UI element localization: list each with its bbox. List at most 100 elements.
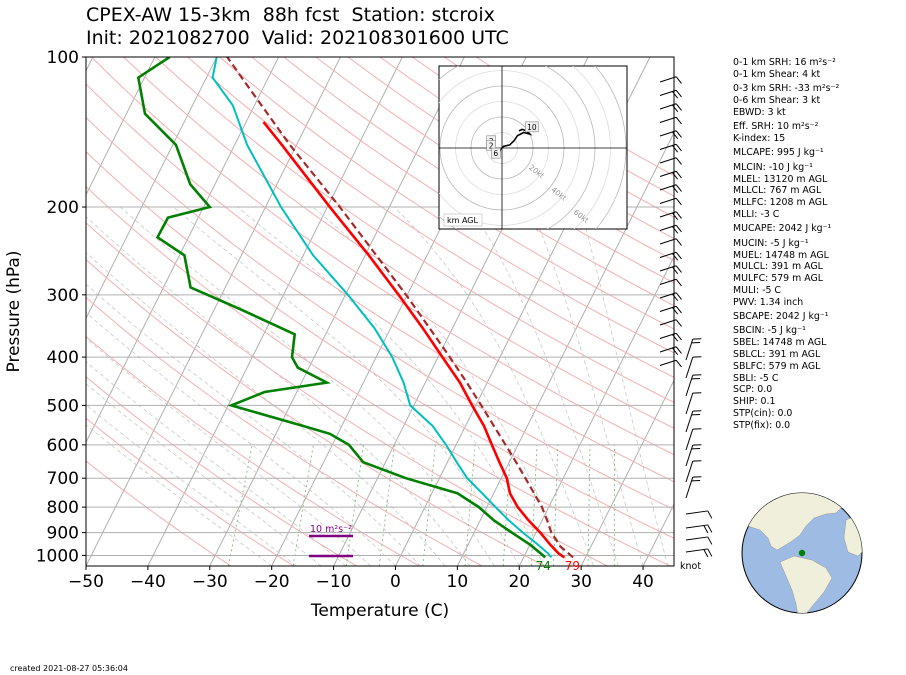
stat-line: MUCIN: -5 J kg⁻¹ bbox=[733, 237, 809, 249]
wind-barb bbox=[659, 211, 682, 220]
moist-adiabat bbox=[86, 311, 396, 566]
x-tick-label: −20 bbox=[254, 572, 290, 592]
x-tick-label: −40 bbox=[130, 572, 166, 592]
stat-line: 0-1 km Shear: 4 kt bbox=[733, 68, 821, 80]
mixing-ratio-line bbox=[587, 444, 591, 566]
moist-adiabat bbox=[86, 252, 446, 566]
stat-line: STP(cin): 0.0 bbox=[733, 408, 793, 420]
dry-adiabat bbox=[315, 57, 674, 284]
wind-barb bbox=[659, 359, 682, 368]
hodograph-caption-box bbox=[443, 213, 483, 227]
wind-barb bbox=[685, 536, 713, 545]
wind-barb bbox=[659, 238, 682, 246]
hodograph-caption: km AGL bbox=[447, 216, 479, 225]
stat-line: SHIP: 0.1 bbox=[733, 396, 776, 408]
y-tick-label: 900 bbox=[47, 524, 79, 544]
x-tick-label: −30 bbox=[192, 572, 228, 592]
x-tick-label: 30 bbox=[570, 572, 592, 592]
stat-line: 0-6 km Shear: 3 kt bbox=[733, 94, 821, 106]
mixing-ratio-line bbox=[345, 444, 364, 566]
x-tick-label: 0 bbox=[390, 572, 401, 592]
wind-barb bbox=[659, 224, 682, 234]
stat-line: EBWD: 3 kt bbox=[733, 106, 786, 118]
x-tick-label: 10 bbox=[447, 572, 469, 592]
x-axis-label: Temperature (C) bbox=[310, 601, 449, 621]
dry-adiabat bbox=[91, 57, 674, 456]
wind-barb bbox=[685, 548, 713, 558]
wind-barb bbox=[659, 143, 682, 153]
wind-barb bbox=[659, 292, 682, 301]
wind-barb bbox=[659, 76, 682, 84]
moist-adiabat bbox=[86, 361, 347, 566]
stat-line: MLLCL: 767 m AGL bbox=[733, 185, 822, 197]
wind-barb bbox=[685, 460, 702, 483]
globe-station-marker bbox=[798, 549, 806, 557]
thermo-background bbox=[86, 57, 674, 566]
dewpoint-profile bbox=[136, 57, 547, 559]
stat-line: MUEL: 14748 m AGL bbox=[733, 249, 829, 261]
moist-adiabat bbox=[86, 383, 322, 566]
temperature-profile bbox=[262, 121, 566, 559]
moist-adiabat bbox=[394, 206, 594, 566]
wind-barb bbox=[659, 346, 682, 355]
hodograph-height-label: 2 bbox=[489, 141, 494, 150]
moist-adiabat bbox=[312, 206, 570, 566]
wind-barb bbox=[685, 392, 702, 415]
wind-barb bbox=[685, 338, 702, 361]
dry-adiabat bbox=[251, 57, 674, 330]
mixing-ratio-line bbox=[502, 444, 512, 566]
stat-line: SBLCL: 391 m AGL bbox=[733, 349, 821, 361]
wind-barb bbox=[685, 428, 702, 451]
stat-line: MULCL: 391 m AGL bbox=[733, 261, 823, 273]
stat-line: SCP: 0.0 bbox=[733, 384, 773, 396]
wind-barb bbox=[685, 510, 713, 519]
surface-temperature-label: 79 bbox=[565, 559, 580, 573]
y-tick-label: 700 bbox=[47, 469, 79, 489]
stat-line: SBCIN: -5 J kg⁻¹ bbox=[733, 325, 806, 337]
dry-adiabat bbox=[86, 417, 294, 566]
mixing-ratio-line bbox=[464, 444, 476, 566]
x-tick-label: 20 bbox=[508, 572, 530, 592]
wind-barb bbox=[659, 157, 682, 165]
wind-barb bbox=[659, 103, 682, 112]
wind-barb bbox=[659, 319, 682, 327]
moist-adiabat bbox=[86, 216, 471, 566]
isotherm-line bbox=[147, 57, 403, 566]
dry-adiabat bbox=[187, 57, 674, 378]
dry-adiabat bbox=[86, 258, 545, 566]
stat-line: SBEL: 14748 m AGL bbox=[733, 337, 827, 349]
hodograph-height-box bbox=[525, 121, 539, 133]
parcel-profile bbox=[226, 57, 574, 559]
stat-line: 0-1 km SRH: 16 m²s⁻² bbox=[733, 57, 836, 68]
surface-dewpoint-label: 74 bbox=[536, 559, 551, 573]
wind-barb bbox=[659, 251, 682, 261]
wind-barb bbox=[659, 130, 682, 139]
isotherm-line bbox=[86, 57, 341, 566]
plot-frame bbox=[85, 56, 675, 567]
mixing-ratio-line bbox=[292, 444, 314, 566]
globe-africa bbox=[843, 514, 862, 557]
wind-barb bbox=[685, 524, 713, 534]
y-tick-label: 400 bbox=[47, 348, 79, 368]
x-tick-label: −50 bbox=[68, 572, 104, 592]
y-axis-label: Pressure (hPa) bbox=[4, 251, 24, 373]
dry-adiabat bbox=[86, 151, 674, 539]
stat-line: MLCAPE: 995 J kg⁻¹ bbox=[733, 147, 824, 159]
stat-line: 0-3 km SRH: -33 m²s⁻² bbox=[733, 83, 840, 95]
wind-barb bbox=[659, 278, 682, 287]
y-tick-label: 800 bbox=[47, 498, 79, 518]
dry-adiabat bbox=[86, 460, 232, 566]
wind-barb bbox=[685, 444, 702, 467]
y-tick-label: 500 bbox=[47, 396, 79, 416]
wind-barb bbox=[659, 170, 682, 180]
x-tick-label: 40 bbox=[632, 572, 654, 592]
stat-line: STP(fix): 0.0 bbox=[733, 419, 791, 431]
mixing-ratio-line bbox=[378, 444, 395, 566]
wind-barb bbox=[685, 374, 702, 397]
stat-line: SBLFC: 579 m AGL bbox=[733, 360, 821, 372]
isotherm-line bbox=[86, 57, 280, 444]
moist-adiabat bbox=[86, 337, 371, 566]
profiles bbox=[136, 57, 574, 559]
